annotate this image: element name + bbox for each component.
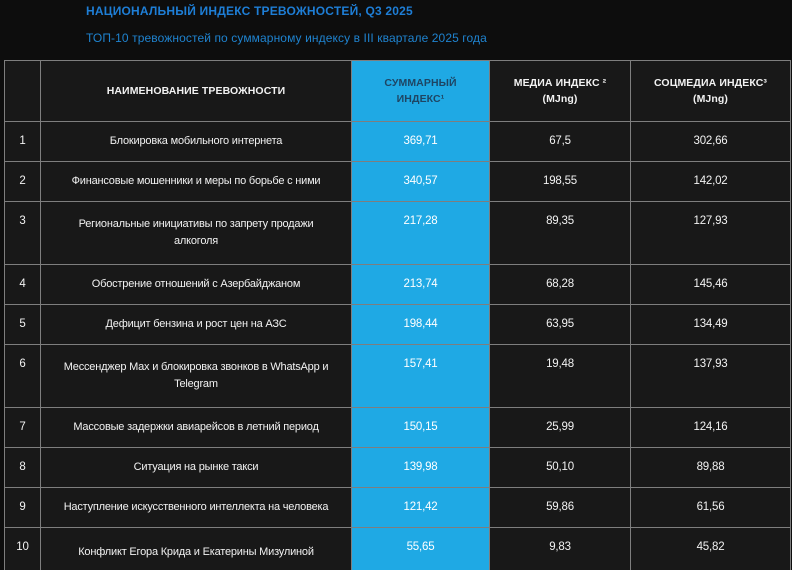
- anxiety-index-table: НАИМЕНОВАНИЕ ТРЕВОЖНОСТИ СУММАРНЫЙ ИНДЕК…: [4, 60, 791, 570]
- name-cell: Обострение отношений с Азербайджаном: [40, 264, 352, 305]
- rank-cell: 3: [4, 201, 41, 265]
- rank-cell: 10: [4, 527, 41, 570]
- col-header-summary-index: СУММАРНЫЙ ИНДЕКС¹: [351, 60, 490, 122]
- col-header-rank: [4, 60, 41, 122]
- rank-cell: 1: [4, 121, 41, 162]
- media-index-cell: 89,35: [489, 201, 631, 265]
- rank-cell: 5: [4, 304, 41, 345]
- summary-index-cell: 198,44: [351, 304, 490, 345]
- rank-cell: 6: [4, 344, 41, 408]
- media-index-cell: 9,83: [489, 527, 631, 570]
- rank-cell: 2: [4, 161, 41, 202]
- summary-header-line2: ИНДЕКС¹: [396, 93, 445, 105]
- col-header-social-index: СОЦМЕДИА ИНДЕКС³ (MJng): [630, 60, 791, 122]
- name-cell: Конфликт Егора Крида и Екатерины Мизулин…: [40, 527, 352, 570]
- rank-cell: 8: [4, 447, 41, 488]
- page-title: НАЦИОНАЛЬНЫЙ ИНДЕКС ТРЕВОЖНОСТЕЙ, Q3 202…: [86, 4, 413, 18]
- social-index-cell: 45,82: [630, 527, 791, 570]
- summary-index-cell: 139,98: [351, 447, 490, 488]
- rank-cell: 7: [4, 407, 41, 448]
- summary-index-cell: 340,57: [351, 161, 490, 202]
- social-index-cell: 137,93: [630, 344, 791, 408]
- table-row: 6 Мессенджер Max и блокировка звонков в …: [4, 344, 791, 408]
- table-row: 4 Обострение отношений с Азербайджаном 2…: [4, 264, 791, 305]
- table-row: 10 Конфликт Егора Крида и Екатерины Мизу…: [4, 527, 791, 570]
- social-index-cell: 61,56: [630, 487, 791, 528]
- summary-index-cell: 217,28: [351, 201, 490, 265]
- table-row: 2 Финансовые мошенники и меры по борьбе …: [4, 161, 791, 202]
- social-header-line1: СОЦМЕДИА ИНДЕКС³: [654, 76, 767, 89]
- name-cell: Блокировка мобильного интернета: [40, 121, 352, 162]
- media-index-cell: 68,28: [489, 264, 631, 305]
- table-row: 7 Массовые задержки авиарейсов в летний …: [4, 407, 791, 448]
- social-index-cell: 142,02: [630, 161, 791, 202]
- social-index-cell: 134,49: [630, 304, 791, 345]
- social-header-unit: (MJng): [692, 93, 728, 105]
- social-index-cell: 302,66: [630, 121, 791, 162]
- media-index-cell: 198,55: [489, 161, 631, 202]
- col-header-media-index: МЕДИА ИНДЕКС ² (MJng): [489, 60, 631, 122]
- name-cell: Мессенджер Max и блокировка звонков в Wh…: [40, 344, 352, 408]
- table-row: 8 Ситуация на рынке такси 139,98 50,10 8…: [4, 447, 791, 488]
- social-index-cell: 89,88: [630, 447, 791, 488]
- table-row: 9 Наступление искусственного интеллекта …: [4, 487, 791, 528]
- media-index-cell: 59,86: [489, 487, 631, 528]
- table-header-row: НАИМЕНОВАНИЕ ТРЕВОЖНОСТИ СУММАРНЫЙ ИНДЕК…: [4, 60, 791, 122]
- social-index-cell: 145,46: [630, 264, 791, 305]
- table-row: 3 Региональные инициативы по запрету про…: [4, 201, 791, 265]
- media-index-cell: 25,99: [489, 407, 631, 448]
- media-index-cell: 19,48: [489, 344, 631, 408]
- summary-header-line1: СУММАРНЫЙ: [384, 76, 457, 89]
- media-index-cell: 50,10: [489, 447, 631, 488]
- summary-index-cell: 213,74: [351, 264, 490, 305]
- media-header-unit: (MJng): [542, 93, 578, 105]
- name-cell: Финансовые мошенники и меры по борьбе с …: [40, 161, 352, 202]
- summary-index-cell: 121,42: [351, 487, 490, 528]
- media-index-cell: 67,5: [489, 121, 631, 162]
- table-row: 1 Блокировка мобильного интернета 369,71…: [4, 121, 791, 162]
- name-cell: Наступление искусственного интеллекта на…: [40, 487, 352, 528]
- summary-index-cell: 55,65: [351, 527, 490, 570]
- col-header-name: НАИМЕНОВАНИЕ ТРЕВОЖНОСТИ: [40, 60, 352, 122]
- name-cell: Дефицит бензина и рост цен на АЗС: [40, 304, 352, 345]
- social-index-cell: 127,93: [630, 201, 791, 265]
- rank-cell: 4: [4, 264, 41, 305]
- summary-index-cell: 157,41: [351, 344, 490, 408]
- media-index-cell: 63,95: [489, 304, 631, 345]
- name-cell: Массовые задержки авиарейсов в летний пе…: [40, 407, 352, 448]
- page-subtitle: ТОП-10 тревожностей по суммарному индекс…: [86, 31, 487, 45]
- name-cell: Ситуация на рынке такси: [40, 447, 352, 488]
- summary-index-cell: 150,15: [351, 407, 490, 448]
- summary-index-cell: 369,71: [351, 121, 490, 162]
- media-header-line1: МЕДИА ИНДЕКС ²: [513, 76, 607, 89]
- rank-cell: 9: [4, 487, 41, 528]
- name-cell: Региональные инициативы по запрету прода…: [40, 201, 352, 265]
- table-row: 5 Дефицит бензина и рост цен на АЗС 198,…: [4, 304, 791, 345]
- social-index-cell: 124,16: [630, 407, 791, 448]
